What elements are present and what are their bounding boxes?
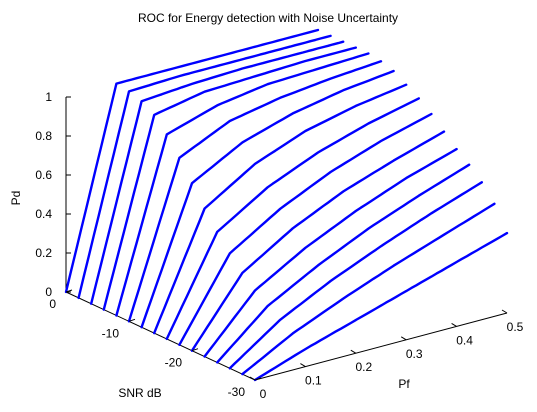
pf-tick <box>300 363 306 368</box>
pf-axis-label: Pf <box>398 377 410 391</box>
roc-curve-snr-m20 <box>190 130 446 352</box>
pd-tick-label: 0 <box>45 285 52 299</box>
snr-axis-label: SNR dB <box>118 386 161 400</box>
roc-curve-snr-m22 <box>203 147 458 358</box>
roc-curve-snr-m24 <box>215 163 471 364</box>
pf-tick <box>501 309 508 314</box>
roc-curve-snr-0 <box>64 28 320 294</box>
roc-curve-snr-m4 <box>89 40 345 305</box>
pd-tick-label: 0.4 <box>35 207 52 221</box>
roc-curve-snr-m28 <box>241 202 496 376</box>
pd-tick-label: 1 <box>45 90 52 104</box>
roc-curves <box>64 28 509 382</box>
roc-curve-snr-m8 <box>115 52 370 317</box>
pf-tick <box>400 336 407 341</box>
pd-tick-label: 0.6 <box>35 168 52 182</box>
roc-curve-snr-m16 <box>165 97 420 341</box>
snr-tick <box>128 318 136 322</box>
pd-tick-label: 0.8 <box>35 129 52 143</box>
snr-tick-label: -20 <box>165 356 183 370</box>
axes-frame <box>65 97 508 381</box>
pf-tick-label: 0 <box>260 387 267 401</box>
pf-tick-label: 0.2 <box>355 360 372 374</box>
pf-tick-label: 0.1 <box>305 374 322 388</box>
snr-tick-label: 0 <box>49 297 56 311</box>
snr-tick <box>65 289 73 293</box>
pf-tick <box>451 322 457 327</box>
pf-tick <box>249 376 256 381</box>
snr-tick <box>254 377 262 381</box>
axis-ticks <box>65 96 508 381</box>
axis-tick-labels: 0 0.2 0.4 0.6 0.8 1 0 -10 -20 -30 0 0.1 0.2 0.3 0.4 0.5 <box>35 90 523 401</box>
roc-curve-snr-m26 <box>228 181 483 370</box>
pd-tick-label: 0.2 <box>35 246 52 260</box>
roc-curve-snr-m14 <box>152 83 408 335</box>
pf-tick <box>350 349 357 354</box>
snr-axis-line <box>65 291 256 381</box>
pf-tick-label: 0.5 <box>507 320 524 334</box>
pf-tick-label: 0.4 <box>456 333 473 347</box>
snr-tick <box>191 348 199 352</box>
roc-curve-snr-m18 <box>178 112 433 346</box>
roc-curve-snr-m30 <box>253 231 509 382</box>
roc-curve-snr-m2 <box>77 34 332 300</box>
pd-axis-label: Pd <box>9 191 23 206</box>
roc-curve-snr-m6 <box>102 46 357 311</box>
chart-title: ROC for Energy detection with Noise Unce… <box>138 11 398 25</box>
roc-curve-snr-m10 <box>127 60 383 323</box>
roc-curve-snr-m12 <box>140 69 395 329</box>
snr-tick-label: -30 <box>228 385 246 399</box>
pf-axis-line <box>254 312 508 381</box>
snr-tick-label: -10 <box>102 326 120 340</box>
pf-tick-label: 0.3 <box>406 347 423 361</box>
